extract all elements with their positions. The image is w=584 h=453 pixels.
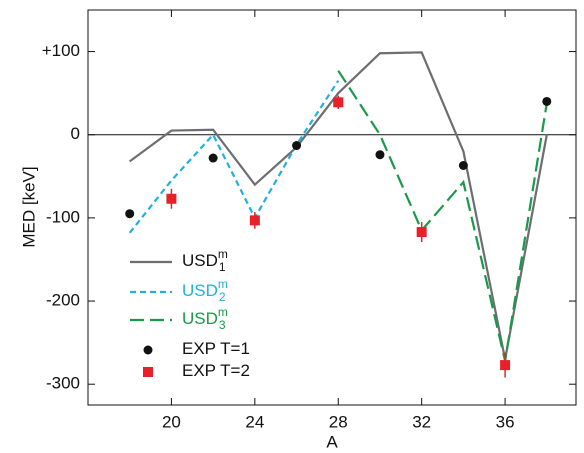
legend-sub: 3 xyxy=(219,318,226,332)
y-tick-label: -100 xyxy=(46,207,80,226)
y-tick-label: -300 xyxy=(46,374,80,393)
legend-sup: m xyxy=(218,277,228,291)
series-line xyxy=(129,51,548,360)
plot-frame xyxy=(87,9,577,406)
series-line xyxy=(128,80,340,234)
x-tick-label: 24 xyxy=(245,412,264,431)
data-point xyxy=(208,153,218,163)
legend-label: USDm 1 xyxy=(182,247,228,274)
data-point xyxy=(458,161,468,171)
x-tick-label: 20 xyxy=(162,412,181,431)
data-point xyxy=(333,97,344,108)
legend-label: EXP T=1 xyxy=(182,339,250,358)
legend-name: USD xyxy=(182,281,218,300)
data-point xyxy=(416,227,427,238)
legend-label: USDm 2 xyxy=(182,277,228,304)
legend-label: USDm 3 xyxy=(182,305,228,332)
y-tick-label: 0 xyxy=(71,124,80,143)
x-tick-label: 36 xyxy=(496,412,515,431)
y-tick-label: +100 xyxy=(42,41,80,60)
legend-sup: m xyxy=(218,247,228,261)
series-line xyxy=(337,70,548,362)
legend-name: USD xyxy=(182,251,218,270)
data-point xyxy=(500,360,511,371)
x-axis-label: A xyxy=(326,432,338,451)
data-point xyxy=(166,193,177,204)
legend-sup: m xyxy=(218,305,228,319)
legend-sub: 1 xyxy=(219,260,226,274)
y-tick-label: -200 xyxy=(46,291,80,310)
data-point xyxy=(542,96,552,106)
legend-name: EXP T=2 xyxy=(182,361,250,380)
x-tick-label: 28 xyxy=(329,412,348,431)
legend-swatch xyxy=(143,367,153,377)
legend-sub: 2 xyxy=(219,290,226,304)
data-point xyxy=(292,141,302,151)
y-axis-label: MED [keV] xyxy=(19,166,38,247)
legend-label: EXP T=2 xyxy=(182,361,250,380)
legend-name: EXP T=1 xyxy=(182,339,250,358)
data-point xyxy=(125,209,135,219)
x-tick-label: 32 xyxy=(412,412,431,431)
data-point xyxy=(375,150,385,160)
legend-name: USD xyxy=(182,309,218,328)
legend-swatch xyxy=(143,345,153,355)
data-point xyxy=(249,215,260,226)
